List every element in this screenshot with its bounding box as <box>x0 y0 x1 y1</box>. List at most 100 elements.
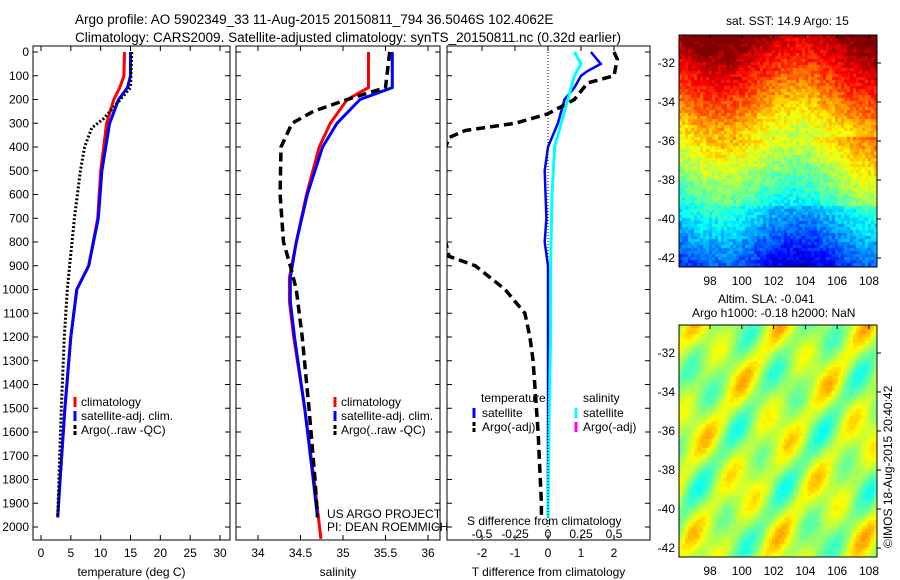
map-y-tick-label: -38 <box>658 463 676 477</box>
map-x-tick-label: 104 <box>795 274 815 288</box>
y-tick-label: 1000 <box>2 283 29 297</box>
map-x-tick-label: 98 <box>703 564 717 578</box>
map-x-tick-label: 100 <box>732 274 752 288</box>
series-line-climatology <box>287 52 370 540</box>
x-tick-label: -1 <box>510 546 521 560</box>
x-tick-label: 10 <box>94 546 108 560</box>
s-tick-label: 0 <box>545 527 552 541</box>
sla-title2: Argo h1000: -0.18 h2000: NaN <box>692 306 855 320</box>
title-line1: Argo profile: AO 5902349_33 11-Aug-2015 … <box>75 12 553 27</box>
map-x-tick-label: 104 <box>795 564 815 578</box>
map-x-tick-label: 108 <box>859 274 879 288</box>
x-tick-label: 34.5 <box>289 546 313 560</box>
y-tick-label: 400 <box>9 140 29 154</box>
legend-title-temperature: temperature <box>481 391 546 405</box>
legend-label: satellite <box>482 406 523 420</box>
map-y-tick-label: -36 <box>658 424 676 438</box>
map-x-tick-label: 106 <box>827 564 847 578</box>
y-tick-label: 0 <box>22 45 29 59</box>
y-tick-label: 1900 <box>2 496 29 510</box>
x-tick-label: 30 <box>213 546 227 560</box>
x-tick-label: 2 <box>611 546 618 560</box>
y-tick-label: 2000 <box>2 520 29 534</box>
map-y-tick-label: -34 <box>658 95 676 109</box>
y-tick-label: 500 <box>9 164 29 178</box>
y-tick-label: 1400 <box>2 378 29 392</box>
x-tick-label: 34 <box>251 546 265 560</box>
x-tick-label: 15 <box>124 546 138 560</box>
map-x-tick-label: 100 <box>732 564 752 578</box>
series-line-salinity-satellite <box>546 51 583 518</box>
x-tick-label: 20 <box>154 546 168 560</box>
s-tick-label: -0.25 <box>501 527 529 541</box>
y-tick-label: 1600 <box>2 425 29 439</box>
map-x-tick-label: 108 <box>859 564 879 578</box>
x-tick-label: -2 <box>477 546 488 560</box>
map-y-tick-label: -32 <box>658 56 676 70</box>
map-x-tick-label: 98 <box>703 274 717 288</box>
x-axis-label: temperature (deg C) <box>77 565 185 579</box>
s-tick-label: -0.5 <box>472 527 493 541</box>
y-tick-label: 600 <box>9 188 29 202</box>
sst-title: sat. SST: 14.9 Argo: 15 <box>726 14 849 28</box>
legend-label: satellite-adj. clim. <box>81 409 173 423</box>
legend-label: Argo(-adj) <box>482 420 535 434</box>
x-tick-label: 35 <box>336 546 350 560</box>
legend-label: climatology <box>81 395 141 409</box>
map-y-tick-label: -42 <box>658 541 676 555</box>
series-line-temperature-satellite <box>543 51 603 518</box>
y-tick-label: 100 <box>9 69 29 83</box>
map-y-tick-label: -32 <box>658 346 676 360</box>
legend-title-salinity: salinity <box>583 391 620 405</box>
y-tick-label: 1700 <box>2 449 29 463</box>
x-tick-label: 35.5 <box>374 546 398 560</box>
series-line-climatology <box>56 51 126 518</box>
map-x-tick-label: 102 <box>764 274 784 288</box>
x-tick-label: 5 <box>67 546 74 560</box>
x-axis-label: T difference from climatology <box>472 565 626 579</box>
series-line-satellite-adj-clim- <box>56 52 132 518</box>
legend-label: Argo(..raw -QC) <box>341 423 426 437</box>
credit-text: US ARGO PROJECT <box>327 507 442 521</box>
y-tick-label: 1200 <box>2 330 29 344</box>
y-tick-label: 1800 <box>2 473 29 487</box>
series-line-argo-raw-qc- <box>278 51 392 518</box>
s-axis-label: S difference from climatology <box>467 514 622 528</box>
map-y-tick-label: -42 <box>658 251 676 265</box>
series-line-argo-raw-qc- <box>56 51 134 518</box>
plot-frame-1 <box>235 45 441 541</box>
series-line-satellite-adj-clim- <box>288 52 394 518</box>
x-tick-label: 0 <box>545 546 552 560</box>
map-y-tick-label: -40 <box>658 212 676 226</box>
y-tick-label: 800 <box>9 235 29 249</box>
plot-frame-0 <box>32 45 231 541</box>
map-x-tick-label: 102 <box>764 564 784 578</box>
y-tick-label: 1300 <box>2 354 29 368</box>
x-tick-label: 25 <box>183 546 197 560</box>
map-y-tick-label: -40 <box>658 502 676 516</box>
y-tick-label: 200 <box>9 93 29 107</box>
sla-map <box>679 325 877 557</box>
sst-map <box>679 35 877 267</box>
pi-text: PI: DEAN ROEMMICH <box>327 520 448 534</box>
x-tick-label: 1 <box>578 546 585 560</box>
y-tick-label: 1500 <box>2 401 29 415</box>
legend-label: satellite-adj. clim. <box>341 409 433 423</box>
s-tick-label: 0.25 <box>569 527 593 541</box>
map-frame <box>678 324 878 558</box>
x-tick-label: 36 <box>421 546 435 560</box>
map-y-tick-label: -38 <box>658 173 676 187</box>
map-y-tick-label: -36 <box>658 134 676 148</box>
legend-label: Argo(-adj) <box>583 420 636 434</box>
map-frame <box>678 34 878 268</box>
side-stamp: ©IMOS 18-Aug-2015 20:40:42 <box>881 385 895 548</box>
title-line2: Climatology: CARS2009. Satellite-adjuste… <box>75 30 621 45</box>
legend-label: satellite <box>583 406 624 420</box>
map-y-tick-label: -34 <box>658 385 676 399</box>
legend-label: Argo(..raw -QC) <box>81 423 166 437</box>
y-tick-label: 700 <box>9 211 29 225</box>
sla-title1: Altim. SLA: -0.041 <box>718 292 815 306</box>
y-tick-label: 900 <box>9 259 29 273</box>
